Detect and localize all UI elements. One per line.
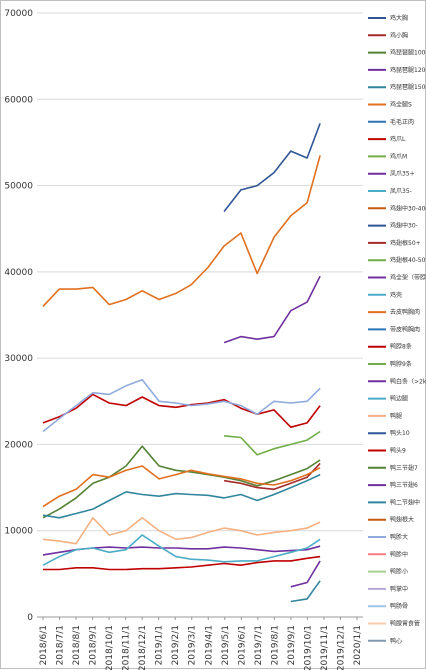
legend-label: 鸭胗小 [390,568,408,576]
legend-label: 鸭翅根大 [390,516,414,524]
legend-label: 鸭腿 [390,412,402,420]
x-tick-label: 2019/2/1 [171,625,181,665]
series-line [42,378,321,433]
legend-label: 鸭心 [390,637,402,645]
y-tick-label: 70000 [4,9,33,19]
x-tick-label: 2018/6/1 [39,625,49,665]
series-line [43,555,321,571]
legend-label: 带皮鸭胸肉 [390,325,420,333]
legend-label: 鸡爪L [390,135,406,143]
series-line [223,123,321,212]
legend-label: 鸡琵琶腿150-150g [390,83,426,91]
legend-label: 毛毛正肉 [390,118,414,126]
legend-label: 鸡全腿S [390,101,412,109]
series-line [224,430,321,456]
y-tick-label: 0 [27,613,33,623]
series-line [290,580,321,603]
x-tick-label: 2019/12/1 [336,625,346,670]
legend-label: 鸭头10 [390,429,410,437]
legend-label: 鸭肠骨 [390,602,408,610]
x-tick-label: 2019/6/1 [237,625,247,665]
legend-label: 凤爪35- [390,188,412,195]
legend-label: 鸡琵琶腿120-150g [390,66,426,74]
x-tick-label: 2019/1/1 [155,625,165,665]
x-tick-label: 2019/4/1 [204,625,214,665]
x-tick-label: 2019/10/1 [303,625,313,670]
x-tick-label: 2019/11/1 [320,625,330,670]
legend-label: 鸭胗大 [390,533,408,541]
legend-label: 鸭白条（>2kg） [390,377,426,385]
legend-label: 鸡小胸 [390,31,408,39]
legend-label: 去皮鸭胸肉 [390,308,420,316]
series-line [42,545,321,556]
x-tick-label: 2018/12/1 [138,625,148,670]
legend-label: 凤爪35+ [390,171,415,178]
x-tick-label: 2019/8/1 [270,625,280,665]
x-tick-label: 2019/7/1 [254,625,264,665]
legend-label: 鸭边腿 [390,395,408,403]
legend-label: 鸭二节翅中 [390,498,420,506]
legend-label: 鸡大胸 [390,14,408,22]
series-line [42,155,321,307]
x-tick-label: 2018/10/1 [105,625,115,670]
x-tick-label: 2018/11/1 [122,625,132,670]
series-line [290,560,321,588]
y-tick-label: 40000 [4,268,33,278]
series-line [42,516,321,545]
series-line [42,534,321,566]
legend-label: 鸭腺胃食管 [390,620,420,628]
series-line [223,275,321,344]
legend-label: 鸡琵琶腿100-120g [390,49,426,57]
y-tick-label: 20000 [4,440,33,450]
legend-label: 鸭三节翅6 [390,481,418,489]
series-line [42,473,321,519]
series-lines [42,123,321,603]
grid-lines [37,12,363,618]
y-tick-label: 60000 [4,95,33,105]
y-tick-label: 50000 [4,182,33,192]
x-tick-label: 2018/7/1 [56,625,66,665]
legend-label: 鸭胗中 [390,550,408,558]
legend-label: 鸡翅中30- [390,222,418,230]
series-line [42,445,321,519]
legend-label: 鸡翅根50+ [390,239,421,247]
series-line [42,393,321,429]
legend-label: 鸭脖9条 [390,360,412,368]
legend-label: 鸡翅根40-50 [390,256,426,264]
legend-label: 鸡全架（带脖） [390,274,426,282]
series-line [223,462,321,491]
legend-label: 鸡爪M [390,152,407,160]
x-tick-label: 2019/9/1 [287,625,297,665]
x-tick-label: 2019/5/1 [221,625,231,665]
x-tick-label: 2018/9/1 [89,625,99,665]
x-tick-label: 2018/8/1 [72,625,82,665]
x-tick-label: 2020/1/1 [353,625,363,665]
legend-label: 鸭脖8条 [390,343,412,351]
y-tick-label: 30000 [4,354,33,364]
legend-label: 鸭掌中 [390,585,408,593]
legend-label: 鸭三节翅7 [390,464,418,472]
legend-label: 鸡翅中30-40g [390,204,426,212]
legend-label: 鸡壳 [390,291,402,299]
series-line [42,465,321,508]
legend-label: 鸭头9 [390,447,406,455]
x-tick-label: 2019/3/1 [188,625,198,665]
y-tick-label: 10000 [4,527,33,537]
axes: 0 10000 20000 30000 40000 50000 60000 70000 2018… [4,9,363,670]
